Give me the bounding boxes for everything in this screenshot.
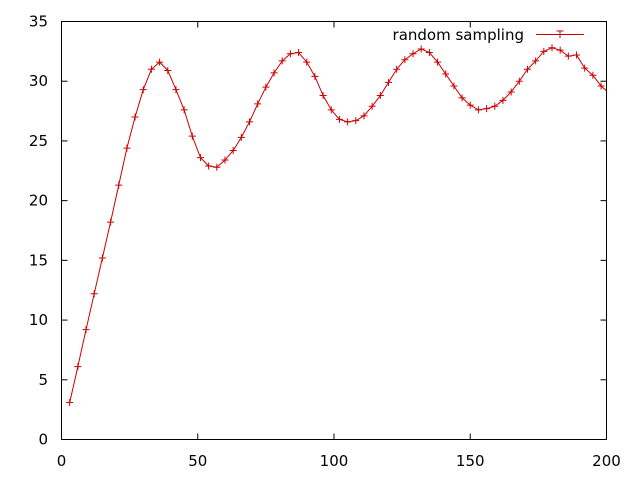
data-point-marker [515,77,523,85]
data-point-marker [98,254,106,262]
x-tick-label: 100 [320,452,349,470]
data-point-marker [303,58,311,66]
plot-frame [61,21,607,440]
data-point-marker [270,69,278,77]
data-point-marker [82,326,90,334]
data-point-marker [507,88,515,96]
data-point-marker [180,106,188,114]
y-tick-label: 20 [29,192,48,210]
data-point-marker [360,112,368,120]
data-point-marker [311,72,319,80]
data-point-marker [172,86,180,94]
data-point-marker [434,58,442,66]
data-point-marker [401,56,409,64]
data-point-marker [221,156,229,164]
data-point-marker [532,57,540,65]
data-point-marker [90,290,98,298]
data-point-marker [491,102,499,110]
data-point-marker [319,92,327,100]
data-point-marker [540,47,548,55]
data-point-marker [425,49,433,57]
y-tick-label: 35 [29,13,48,31]
data-point-marker [131,113,139,121]
data-point-marker [335,115,343,123]
data-point-marker [368,102,376,110]
data-point-marker [213,163,221,171]
data-point-marker [66,398,74,406]
x-tick-label: 0 [57,452,67,470]
data-point-marker [196,154,204,162]
y-axis: 0 5 10 15 20 25 30 35 [29,13,607,449]
y-tick-label: 0 [38,431,48,449]
data-point-marker [74,363,82,371]
legend: random sampling [393,26,584,44]
data-point-marker [286,50,294,58]
data-point-marker [237,133,245,141]
y-tick-label: 10 [29,311,48,329]
data-point-marker [139,86,147,94]
data-point-marker [107,218,115,226]
data-point-marker [589,71,597,79]
data-point-marker [246,118,254,126]
data-point-marker [147,65,155,73]
data-point-marker [156,58,164,66]
data-point-marker [523,65,531,73]
y-tick-label: 15 [29,251,48,269]
legend-label: random sampling [393,26,524,44]
data-point-marker [376,92,384,100]
data-point-marker [123,144,131,152]
data-point-marker [115,181,123,189]
data-point-marker [573,51,581,59]
data-point-marker [499,96,507,104]
data-point-marker [188,132,196,140]
plot-area [66,44,607,406]
data-point-marker [417,45,425,53]
data-point-marker [564,52,572,60]
data-point-marker [205,162,213,170]
x-tick-label: 50 [188,452,207,470]
data-point-marker [229,146,237,154]
data-point-marker [164,66,172,74]
y-tick-label: 30 [29,72,48,90]
data-point-marker [581,64,589,72]
plot-border [61,21,607,440]
data-point-marker [344,118,352,126]
y-tick-label: 25 [29,132,48,150]
data-point-marker [327,106,335,114]
data-point-marker [295,49,303,57]
data-point-marker [409,50,417,58]
data-point-marker [597,82,605,90]
x-tick-label: 200 [592,452,621,470]
y-tick-label: 5 [38,371,48,389]
data-point-marker [548,44,556,52]
data-point-marker [556,46,564,54]
series-line-random-sampling [69,47,607,403]
data-point-marker [474,106,482,114]
data-point-marker [458,94,466,102]
data-point-marker [352,117,360,125]
x-tick-label: 150 [456,452,485,470]
data-point-marker [393,65,401,73]
x-axis: 0 50 100 150 200 [57,21,621,470]
data-point-marker [483,105,491,113]
data-point-marker [450,82,458,90]
data-point-marker [262,83,270,91]
data-point-marker [385,78,392,86]
data-point-marker [278,57,286,65]
legend-marker-sample [556,30,564,38]
data-point-marker [466,101,474,109]
data-point-marker [442,70,450,78]
data-point-marker [254,100,262,108]
